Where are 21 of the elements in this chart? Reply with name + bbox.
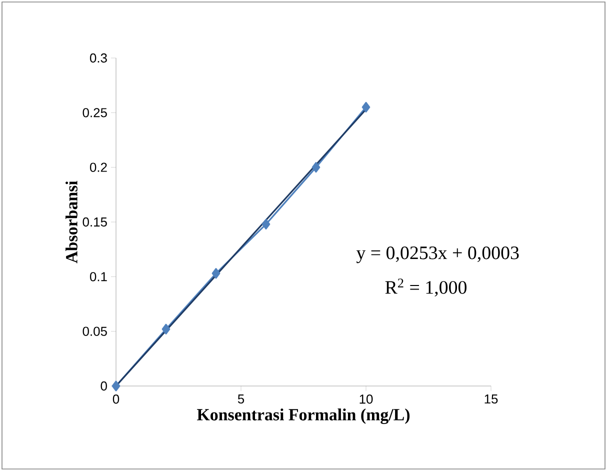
point <box>162 324 170 334</box>
point <box>112 380 120 392</box>
y-axis-title: Absorbansi <box>66 180 78 264</box>
annotation: y = 0,0253x + 0,0003 <box>356 246 519 264</box>
point <box>212 268 220 279</box>
y-tick-label: 0.1 <box>90 272 107 282</box>
y-tick-label: 0.2 <box>90 162 107 172</box>
y-tick-label: 0.25 <box>82 108 107 118</box>
y-tick-label: 0 <box>100 381 107 391</box>
x-tick-label: 10 <box>360 394 373 404</box>
x-tick-label: 5 <box>238 394 244 404</box>
y-tick-label: 0.15 <box>82 217 107 227</box>
y-tick-label: 0.3 <box>90 53 107 63</box>
x-tick-label: 15 <box>484 394 498 404</box>
point <box>312 162 320 173</box>
point <box>262 218 270 230</box>
x-axis-title: Konsentrasi Formalin (mg/L) <box>197 408 410 424</box>
point <box>362 102 370 112</box>
x-tick-label: 0 <box>112 394 120 404</box>
annotation: R$^{2}$ = 1,000 <box>385 278 466 297</box>
y-tick-label: 0.05 <box>82 326 107 336</box>
